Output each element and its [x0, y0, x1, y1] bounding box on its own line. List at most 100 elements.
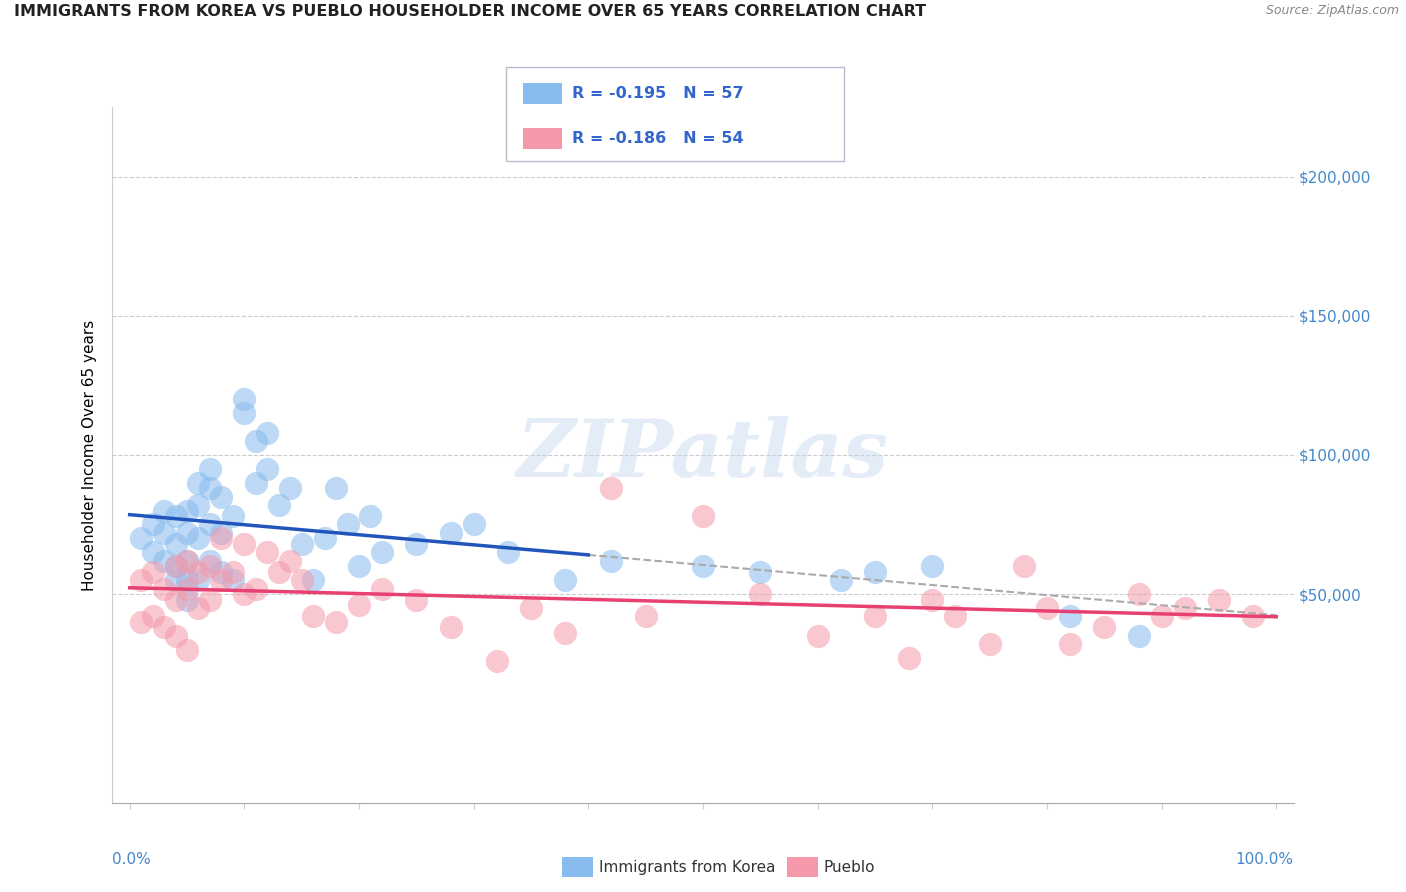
Point — [198, 462, 221, 476]
Point — [222, 573, 245, 587]
Point — [1128, 629, 1150, 643]
Point — [176, 554, 198, 568]
Point — [496, 545, 519, 559]
Point — [198, 481, 221, 495]
Point — [176, 592, 198, 607]
Text: 100.0%: 100.0% — [1236, 852, 1294, 866]
Point — [1012, 559, 1035, 574]
Point — [233, 392, 256, 407]
Point — [222, 509, 245, 524]
Point — [165, 509, 187, 524]
Point — [405, 537, 427, 551]
Point — [209, 532, 232, 546]
Point — [153, 554, 176, 568]
Point — [291, 537, 314, 551]
Point — [187, 573, 209, 587]
Point — [1092, 620, 1115, 634]
Point — [165, 592, 187, 607]
Point — [347, 559, 370, 574]
Point — [153, 582, 176, 596]
Point — [302, 573, 325, 587]
Point — [1174, 601, 1197, 615]
Point — [165, 629, 187, 643]
Point — [921, 592, 943, 607]
Point — [165, 537, 187, 551]
Point — [278, 554, 301, 568]
Point — [485, 654, 508, 668]
Point — [233, 406, 256, 420]
Point — [153, 525, 176, 540]
Point — [198, 554, 221, 568]
Point — [153, 620, 176, 634]
Point — [692, 559, 714, 574]
Point — [176, 525, 198, 540]
Point — [176, 642, 198, 657]
Text: ZIPatlas: ZIPatlas — [517, 417, 889, 493]
Point — [245, 475, 267, 490]
Text: IMMIGRANTS FROM KOREA VS PUEBLO HOUSEHOLDER INCOME OVER 65 YEARS CORRELATION CHA: IMMIGRANTS FROM KOREA VS PUEBLO HOUSEHOL… — [14, 4, 927, 20]
Point — [314, 532, 336, 546]
Point — [302, 609, 325, 624]
Point — [222, 565, 245, 579]
Point — [267, 565, 290, 579]
Point — [142, 545, 165, 559]
Point — [359, 509, 381, 524]
Point — [405, 592, 427, 607]
Point — [1036, 601, 1059, 615]
Point — [863, 565, 886, 579]
Text: R = -0.195   N = 57: R = -0.195 N = 57 — [572, 87, 744, 101]
Point — [554, 626, 576, 640]
Point — [256, 462, 278, 476]
Point — [176, 503, 198, 517]
Point — [830, 573, 852, 587]
Point — [440, 620, 463, 634]
Point — [336, 517, 359, 532]
Point — [187, 498, 209, 512]
Point — [863, 609, 886, 624]
Point — [187, 475, 209, 490]
Point — [165, 573, 187, 587]
Point — [463, 517, 485, 532]
Point — [600, 481, 623, 495]
Point — [198, 559, 221, 574]
Point — [749, 587, 772, 601]
Point — [520, 601, 543, 615]
Point — [165, 559, 187, 574]
Point — [267, 498, 290, 512]
Point — [1128, 587, 1150, 601]
Point — [554, 573, 576, 587]
Point — [187, 601, 209, 615]
Point — [921, 559, 943, 574]
Point — [129, 615, 152, 629]
Point — [233, 587, 256, 601]
Y-axis label: Householder Income Over 65 years: Householder Income Over 65 years — [82, 319, 97, 591]
Text: R = -0.186   N = 54: R = -0.186 N = 54 — [572, 131, 744, 145]
Point — [129, 573, 152, 587]
Point — [898, 651, 921, 665]
Point — [142, 517, 165, 532]
Point — [1059, 637, 1081, 651]
Text: Immigrants from Korea: Immigrants from Korea — [599, 860, 776, 874]
Point — [209, 525, 232, 540]
Point — [278, 481, 301, 495]
Point — [176, 554, 198, 568]
Point — [187, 565, 209, 579]
Point — [256, 425, 278, 440]
Point — [979, 637, 1001, 651]
Point — [1059, 609, 1081, 624]
Point — [371, 582, 394, 596]
Point — [692, 509, 714, 524]
Point — [153, 503, 176, 517]
Point — [600, 554, 623, 568]
Point — [176, 582, 198, 596]
Point — [198, 592, 221, 607]
Point — [198, 517, 221, 532]
Point — [943, 609, 966, 624]
Text: 0.0%: 0.0% — [112, 852, 152, 866]
Point — [440, 525, 463, 540]
Point — [347, 598, 370, 612]
Point — [1150, 609, 1173, 624]
Text: Pueblo: Pueblo — [824, 860, 876, 874]
Point — [634, 609, 657, 624]
Point — [209, 573, 232, 587]
